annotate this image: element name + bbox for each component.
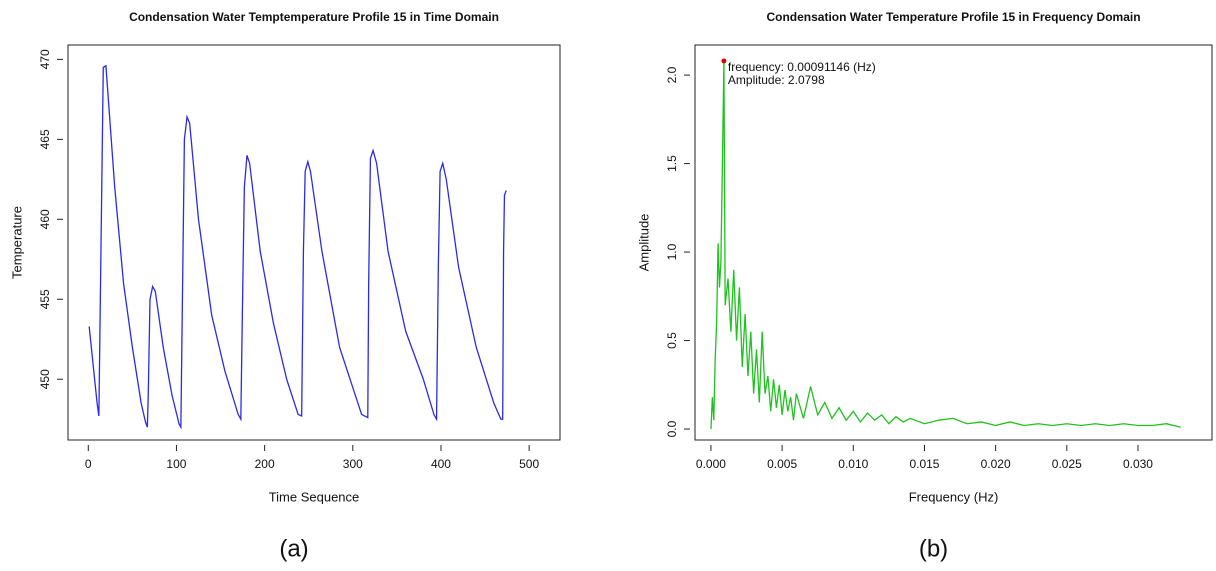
annotation-text: frequency: 0.00091146 (Hz) — [728, 60, 876, 74]
y-axis-label: Amplitude — [636, 214, 651, 272]
caption: (a) — [279, 535, 308, 562]
y-tick-label: 465 — [38, 129, 52, 149]
chart-title: Condensation Water Temperature Profile 1… — [766, 10, 1140, 24]
plot-frame — [67, 44, 561, 441]
data-line — [710, 60, 1181, 430]
y-tick-label: 1.0 — [665, 243, 679, 260]
y-tick-label: 450 — [38, 369, 52, 389]
plot-frame — [694, 44, 1213, 441]
x-tick-label: 0.015 — [909, 457, 939, 471]
y-axis-label: Temperature — [9, 206, 24, 279]
y-tick-label: 455 — [38, 289, 52, 309]
y-tick-label: 2.0 — [665, 66, 679, 83]
x-axis-label: Time Sequence — [269, 489, 360, 504]
x-axis-label: Frequency (Hz) — [909, 489, 999, 504]
x-tick-label: 0.025 — [1052, 457, 1082, 471]
chart-title: Condensation Water Temptemperature Profi… — [129, 10, 499, 24]
x-tick-label: 400 — [431, 457, 451, 471]
x-tick-label: 0.030 — [1123, 457, 1153, 471]
caption: (b) — [919, 535, 948, 562]
x-tick-label: 500 — [519, 457, 539, 471]
x-tick-label: 0.005 — [767, 457, 797, 471]
data-line — [88, 64, 507, 430]
y-tick-label: 470 — [38, 49, 52, 69]
y-tick-label: 1.5 — [665, 155, 679, 172]
x-tick-label: 0.020 — [981, 457, 1011, 471]
x-tick-label: 0.010 — [838, 457, 868, 471]
y-tick-label: 460 — [38, 209, 52, 229]
annotation-text: Amplitude: 2.0798 — [728, 73, 825, 87]
x-tick-label: 0.000 — [696, 457, 726, 471]
x-tick-label: 200 — [255, 457, 275, 471]
x-tick-label: 0 — [85, 457, 92, 471]
y-tick-label: 0.5 — [665, 332, 679, 349]
x-tick-label: 300 — [343, 457, 363, 471]
y-tick-label: 0.0 — [665, 420, 679, 437]
annotation-point — [721, 58, 727, 64]
x-tick-label: 100 — [166, 457, 186, 471]
